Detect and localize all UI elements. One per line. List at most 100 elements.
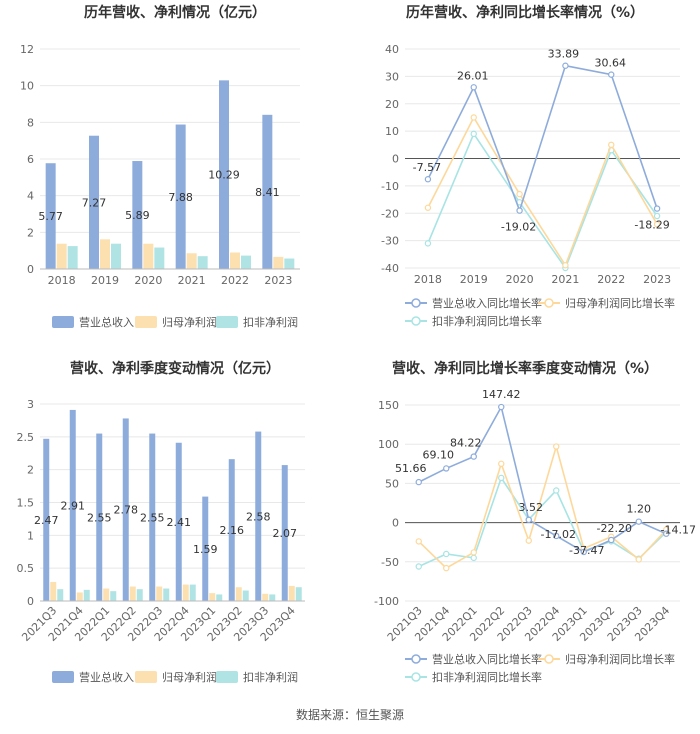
- chart-title: 营收、净利季度变动情况（亿元）: [70, 360, 280, 377]
- y-tick-label: 3: [27, 398, 34, 411]
- legend-swatch: [216, 316, 238, 328]
- line-point: [553, 487, 560, 494]
- data-label: 7.27: [82, 196, 107, 209]
- data-label: 2.16: [220, 524, 245, 537]
- bar-deducted-profit: [67, 246, 78, 269]
- legend-label: 营业总收入同比增长率: [432, 652, 542, 666]
- x-tick-label: 2021: [551, 273, 579, 286]
- line-point: [470, 453, 477, 460]
- y-tick-label: 1.5: [17, 497, 35, 510]
- data-label: 147.42: [482, 388, 521, 401]
- bar-deducted-profit: [154, 247, 165, 269]
- y-tick-label: 6: [27, 153, 34, 166]
- legend-label: 扣非净利润同比增长率: [432, 314, 542, 328]
- y-tick-label: 40: [385, 43, 399, 56]
- line-point: [498, 460, 505, 468]
- y-tick-label: 2: [27, 226, 34, 239]
- y-tick-label: -20: [381, 207, 399, 220]
- data-label: -14.17: [661, 524, 696, 537]
- data-source-footer: 数据来源：恒生聚源: [295, 708, 404, 722]
- bar-deducted-profit: [242, 590, 249, 601]
- line-point: [653, 212, 661, 220]
- x-tick-label: 2022: [221, 274, 249, 287]
- y-tick-label: -50: [381, 556, 399, 569]
- line-point: [470, 130, 477, 138]
- line-point: [516, 190, 523, 198]
- bar-deducted-profit: [295, 587, 302, 601]
- data-label: 8.41: [255, 186, 280, 199]
- line-point: [525, 537, 532, 544]
- legend-swatch: [135, 671, 157, 683]
- line-point: [424, 176, 432, 183]
- line-point: [470, 549, 477, 556]
- legend-label: 营业总收入: [79, 315, 134, 329]
- bar-net-profit: [235, 587, 242, 601]
- legend-marker: [544, 654, 554, 664]
- bar-net-profit: [76, 592, 83, 601]
- y-tick-label: 50: [385, 477, 399, 490]
- line-point: [580, 548, 587, 556]
- bar-revenue: [281, 465, 288, 601]
- bar-deducted-profit: [163, 588, 170, 601]
- bar-deducted-profit: [189, 584, 196, 601]
- bar-revenue: [255, 431, 262, 601]
- data-label: 1.59: [193, 543, 218, 556]
- line-series-net-profit-growth: [427, 115, 658, 268]
- bar-revenue: [45, 163, 56, 269]
- bar-deducted-profit: [136, 589, 143, 601]
- data-label: -17.02: [541, 528, 576, 541]
- line-point: [608, 71, 615, 78]
- bar-net-profit: [230, 252, 240, 269]
- bar-net-profit: [273, 256, 284, 269]
- line-point: [415, 478, 422, 486]
- line-point: [553, 532, 560, 540]
- y-tick-label: 150: [378, 399, 399, 412]
- bar-deducted-profit: [57, 589, 64, 601]
- y-tick-label: -40: [381, 262, 399, 275]
- y-tick-label: 0: [392, 517, 399, 530]
- bar-revenue: [262, 114, 273, 269]
- data-label: 10.29: [208, 169, 240, 182]
- x-tick-label: 2019: [460, 273, 488, 286]
- line-series-deducted-profit-growth: [427, 132, 658, 270]
- bar-revenue: [132, 161, 143, 269]
- x-tick-label: 2023: [264, 274, 292, 287]
- legend-swatch: [216, 671, 238, 683]
- y-tick-label: 4: [27, 190, 34, 203]
- data-label: -7.57: [413, 161, 441, 174]
- bar-revenue: [149, 433, 156, 601]
- data-label: 33.89: [548, 48, 580, 61]
- legend-label: 归母净利润: [162, 315, 217, 329]
- legend-swatch: [52, 316, 74, 328]
- data-label: 2.55: [140, 511, 165, 524]
- line-point: [470, 84, 477, 91]
- x-tick-label: 2018: [414, 273, 442, 286]
- y-tick-label: 10: [385, 125, 399, 138]
- y-tick-label: 8: [27, 116, 34, 129]
- quarterly-revenue-profit-chart: 营收、净利季度变动情况（亿元）00.511.522.532.472021Q32.…: [17, 360, 305, 684]
- bar-deducted-profit: [216, 594, 223, 601]
- data-label: 2.91: [61, 499, 86, 512]
- bar-net-profit: [129, 586, 136, 601]
- line-point: [424, 240, 432, 247]
- legend-label: 营业总收入: [79, 670, 134, 684]
- data-label: -22.20: [597, 522, 632, 535]
- line-point: [608, 536, 615, 544]
- legend-swatch: [52, 671, 74, 683]
- bar-revenue: [122, 418, 129, 601]
- y-tick-label: 0: [27, 263, 34, 276]
- y-tick-label: 12: [20, 43, 34, 56]
- line-point: [498, 403, 505, 411]
- bar-deducted-profit: [269, 594, 276, 601]
- x-tick-label: 2023: [643, 273, 671, 286]
- data-label: 1.20: [627, 503, 652, 516]
- bar-net-profit: [100, 239, 110, 269]
- line-point: [653, 205, 661, 212]
- bar-deducted-profit: [110, 591, 117, 601]
- line-series-net-profit-growth: [418, 443, 667, 570]
- chart-title: 历年营收、净利情况（亿元）: [84, 4, 266, 21]
- x-tick-label: 2021: [178, 274, 206, 287]
- data-label: 2.47: [34, 514, 59, 527]
- line-point: [443, 564, 450, 572]
- legend-marker: [411, 672, 421, 682]
